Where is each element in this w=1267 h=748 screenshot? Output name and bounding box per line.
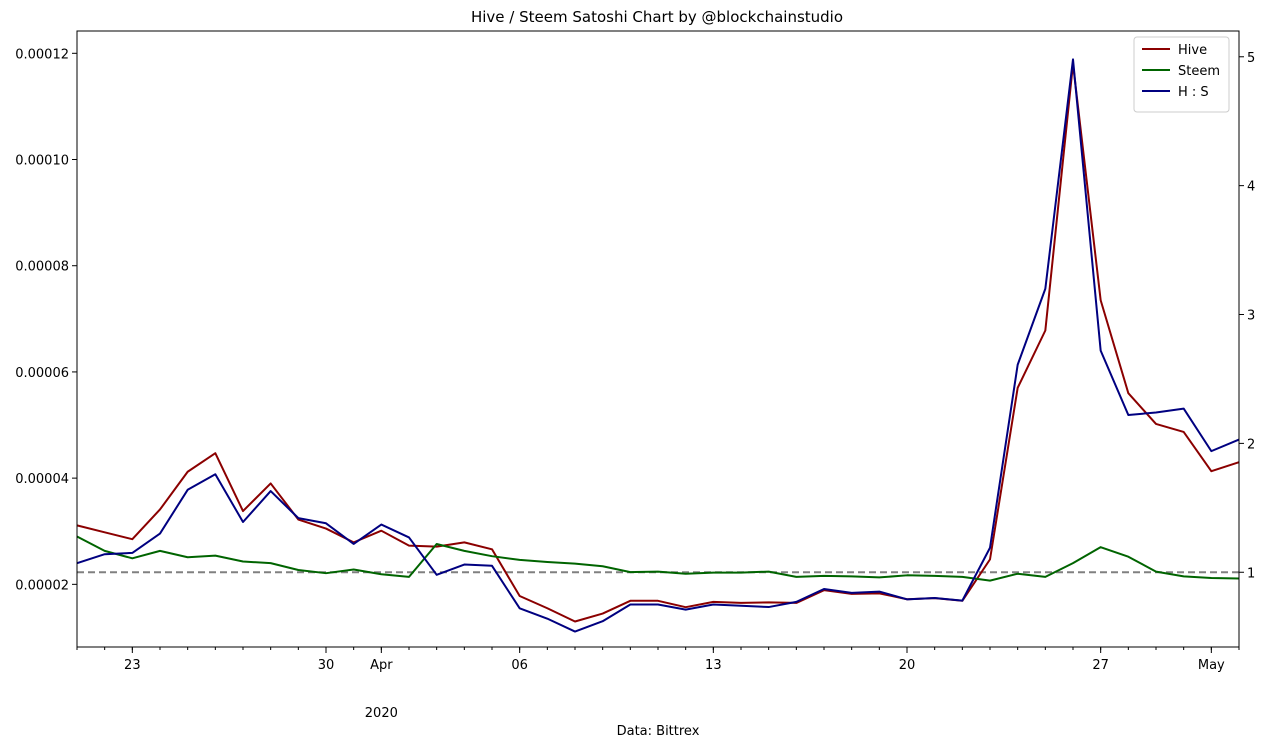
y-right-tick-label: 1 xyxy=(1247,566,1255,581)
series-line-2 xyxy=(76,535,1240,582)
chart-title: Hive / Steem Satoshi Chart by @blockchai… xyxy=(471,8,843,26)
y-left-tick-label: 0.00004 xyxy=(15,472,69,487)
y-left-tick-label: 0.00002 xyxy=(15,578,69,593)
x-tick-label: 13 xyxy=(705,658,722,673)
series-line-1 xyxy=(76,62,1240,623)
legend-label: H : S xyxy=(1178,85,1209,100)
legend-box xyxy=(1133,36,1230,113)
y-axis-right: 1 2 3 4 5 xyxy=(1239,51,1255,581)
y-left-tick-label: 0.00008 xyxy=(15,260,69,275)
x-tick-label: 27 xyxy=(1092,658,1109,673)
x-tick-label: May xyxy=(1198,658,1225,673)
y-left-tick-label: 0.00010 xyxy=(15,154,69,169)
y-axis-left: 0.00002 0.00004 0.00006 0.00008 0.00010 0.000… xyxy=(15,47,77,593)
legend-label: Steem xyxy=(1178,64,1220,79)
plot-area xyxy=(76,58,1240,633)
x-axis: 23 30 Apr 06 13 20 27 May 2020 xyxy=(76,647,1240,721)
legend-label: Hive xyxy=(1178,43,1207,58)
x-tick-label: Apr xyxy=(370,658,393,673)
y-right-tick-label: 2 xyxy=(1247,437,1255,452)
x-tick-label: 20 xyxy=(899,658,916,673)
x-tick-label: 06 xyxy=(511,658,528,673)
x-year-label: 2020 xyxy=(365,706,398,721)
y-right-tick-label: 4 xyxy=(1247,180,1255,195)
legend: Hive Steem H : S xyxy=(1133,36,1230,113)
y-right-tick-label: 5 xyxy=(1247,51,1255,66)
series-line-3 xyxy=(76,58,1240,633)
y-left-tick-label: 0.00012 xyxy=(15,47,69,62)
y-left-tick-label: 0.00006 xyxy=(15,366,69,381)
y-right-tick-label: 3 xyxy=(1247,309,1255,324)
x-tick-label: 23 xyxy=(124,658,141,673)
x-axis-label: Data: Bittrex xyxy=(617,724,700,739)
x-tick-label: 30 xyxy=(318,658,335,673)
